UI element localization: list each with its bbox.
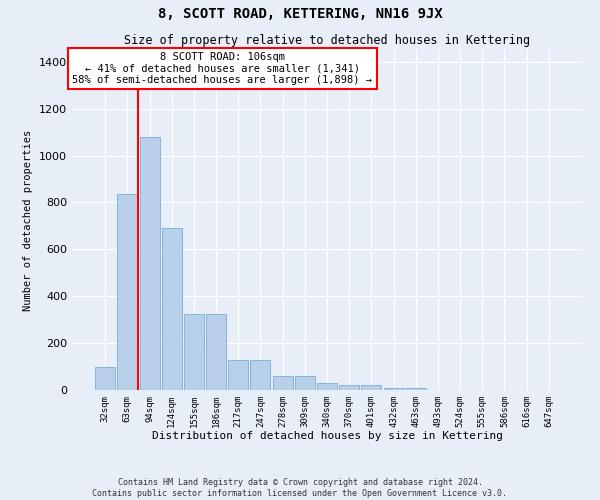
Bar: [184, 314, 204, 390]
Text: 8 SCOTT ROAD: 106sqm
← 41% of detached houses are smaller (1,341)
58% of semi-de: 8 SCOTT ROAD: 106sqm ← 41% of detached h…: [73, 52, 373, 85]
Y-axis label: Number of detached properties: Number of detached properties: [23, 130, 34, 310]
Title: Size of property relative to detached houses in Kettering: Size of property relative to detached ho…: [124, 34, 530, 48]
Text: 8, SCOTT ROAD, KETTERING, NN16 9JX: 8, SCOTT ROAD, KETTERING, NN16 9JX: [158, 8, 442, 22]
Bar: [206, 314, 226, 390]
Text: Contains HM Land Registry data © Crown copyright and database right 2024.
Contai: Contains HM Land Registry data © Crown c…: [92, 478, 508, 498]
Bar: [383, 388, 404, 390]
Bar: [339, 386, 359, 390]
Bar: [140, 137, 160, 390]
Bar: [295, 376, 315, 390]
Bar: [361, 386, 382, 390]
X-axis label: Distribution of detached houses by size in Kettering: Distribution of detached houses by size …: [151, 432, 503, 442]
Bar: [317, 383, 337, 390]
Bar: [272, 376, 293, 390]
Bar: [228, 360, 248, 390]
Bar: [162, 228, 182, 390]
Bar: [118, 194, 137, 390]
Bar: [250, 360, 271, 390]
Bar: [95, 366, 115, 390]
Bar: [406, 388, 426, 390]
